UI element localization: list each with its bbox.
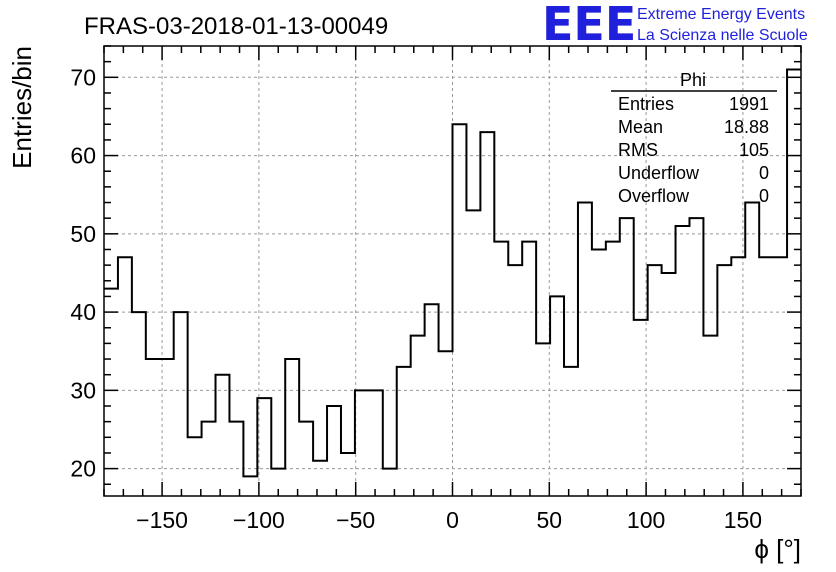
eee-logo-line1: Extreme Energy Events [637, 6, 805, 23]
stats-row-value: 0 [759, 163, 769, 183]
stats-row-label: Overflow [618, 186, 690, 206]
y-tick-label: 60 [70, 143, 96, 169]
x-tick-label: 150 [724, 507, 762, 533]
y-tick-label: 70 [70, 64, 96, 90]
x-tick-label: 0 [446, 507, 459, 533]
stats-title: Phi [680, 70, 706, 90]
x-tick-label: 50 [537, 507, 563, 533]
stats-row-value: 1991 [729, 94, 769, 114]
stats-row-label: Mean [618, 117, 663, 137]
chart-title: FRAS-03-2018-01-13-00049 [84, 13, 388, 40]
x-tick-label: 100 [627, 507, 665, 533]
y-tick-label: 20 [70, 456, 96, 482]
x-tick-label: −100 [233, 507, 285, 533]
eee-logo-line2: La Scienza nelle Scuole [637, 27, 808, 44]
axis-ticks: −150 −100 −50 0 50 100 150 20 30 40 50 60 70 [70, 45, 802, 533]
eee-logo: EEE Extreme Energy Events La Scienza nel… [542, 0, 808, 51]
x-tick-label: −50 [336, 507, 375, 533]
stats-row-label: RMS [618, 140, 658, 160]
y-axis-label: Entries/bin [7, 46, 37, 169]
histogram-series-line [104, 68, 801, 478]
stats-row-value: 105 [739, 140, 769, 160]
y-tick-label: 50 [70, 221, 96, 247]
y-tick-label: 40 [70, 299, 96, 325]
eee-logo-mark: EEE [542, 0, 636, 51]
stats-box: Phi Entries 1991 Mean 18.88 RMS 105 Underflow 0… [611, 70, 777, 206]
y-tick-label: 30 [70, 377, 96, 403]
stats-row-value: 18.88 [724, 117, 769, 137]
stats-row-label: Entries [618, 94, 674, 114]
stats-row-label: Underflow [618, 163, 700, 183]
x-tick-label: −150 [136, 507, 188, 533]
x-axis-label: ϕ [°] [754, 534, 801, 564]
stats-row-value: 0 [759, 186, 769, 206]
